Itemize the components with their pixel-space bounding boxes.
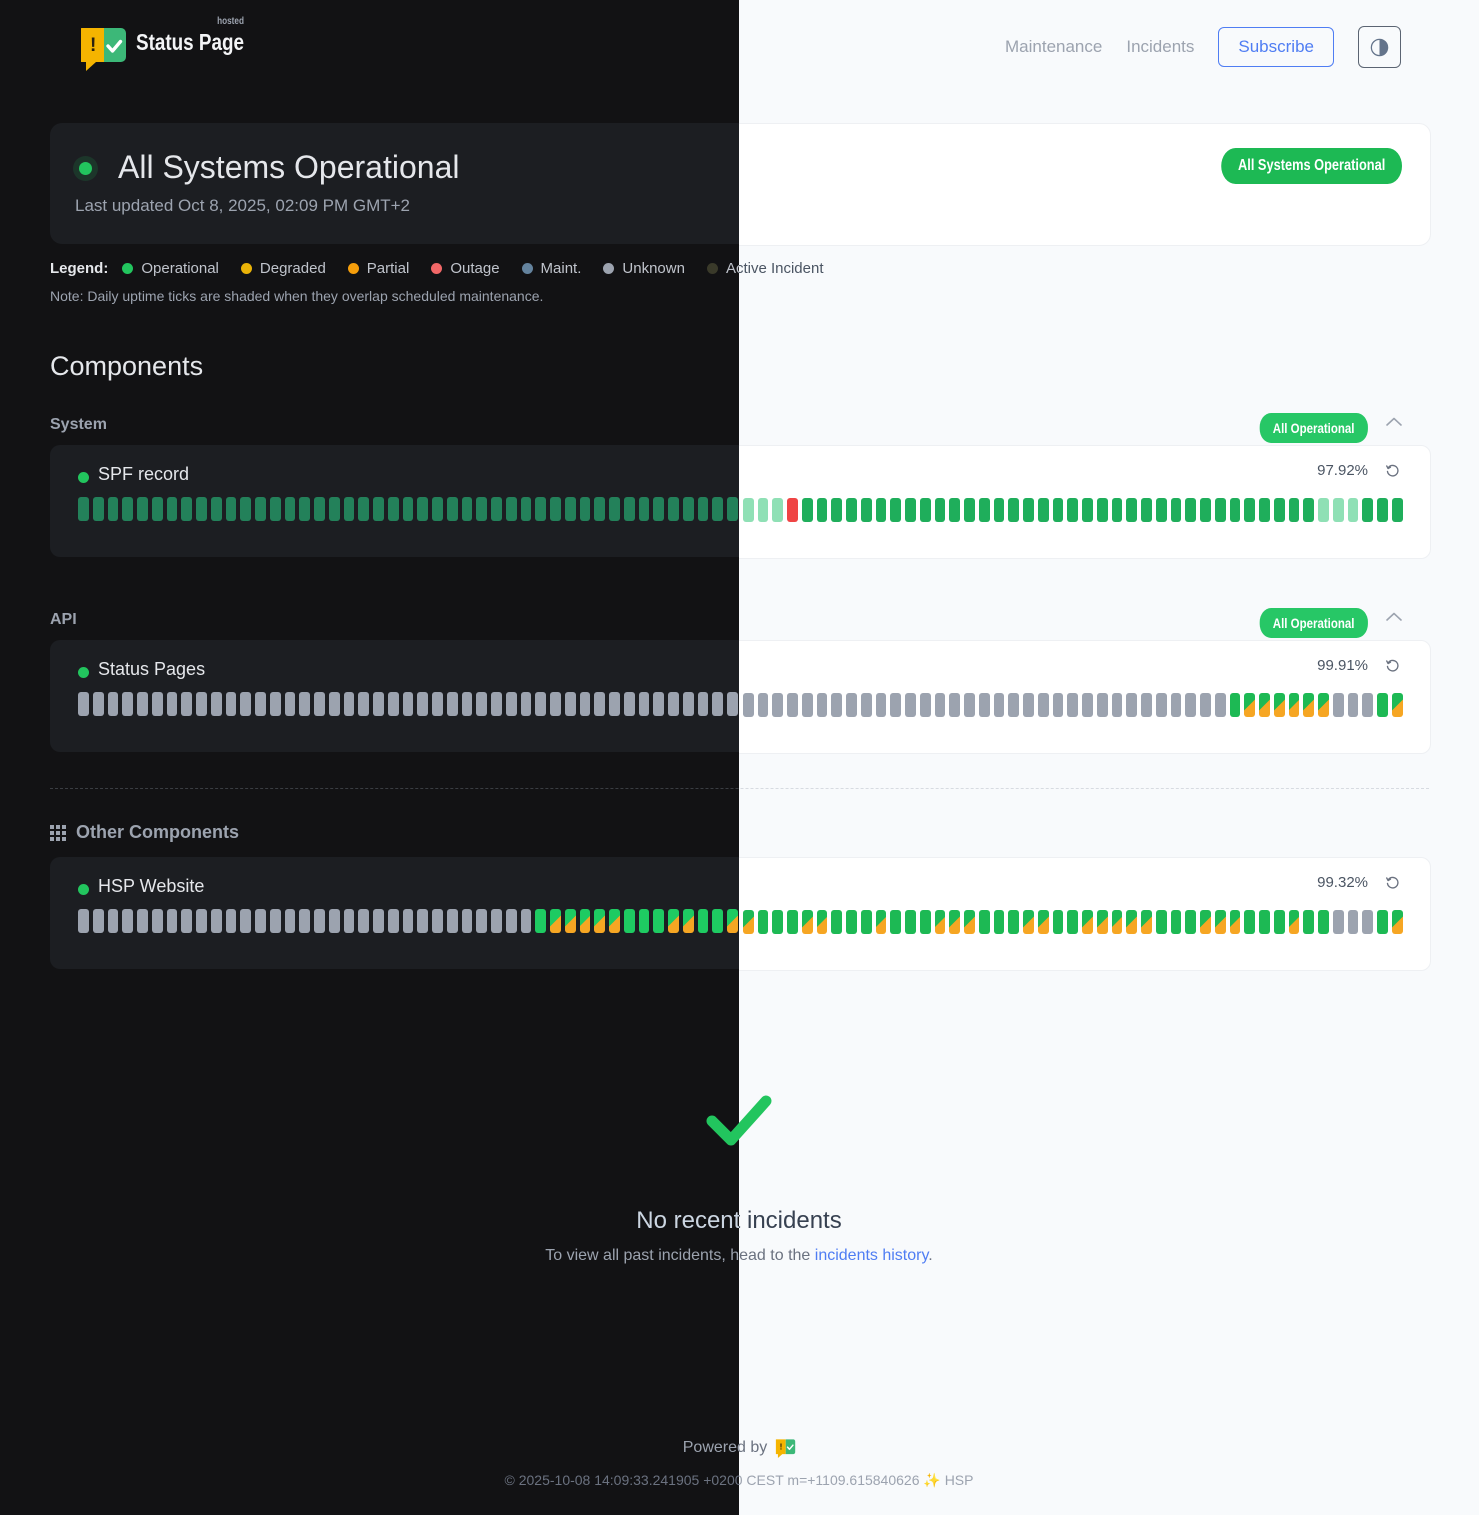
svg-text:!: ! xyxy=(90,35,96,56)
svg-text:!: ! xyxy=(779,1442,782,1451)
